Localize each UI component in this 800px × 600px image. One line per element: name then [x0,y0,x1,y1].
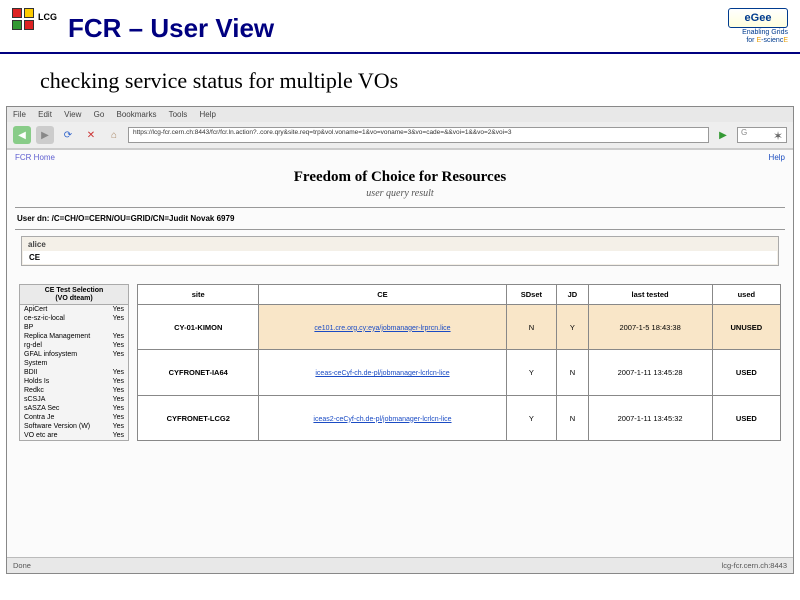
cell-ce: iceas2-ceCyf-ch.de-pl/jobmanager-lcrlcn-… [259,395,506,440]
vo-box: alice CE [21,236,779,266]
cell-sdset: N [506,305,557,350]
menu-edit[interactable]: Edit [38,110,52,119]
panel-row: ApiCertYes [20,305,128,314]
throbber-icon: ✶ [773,129,783,143]
home-button[interactable]: ⌂ [105,126,123,144]
menu-tools[interactable]: Tools [169,110,188,119]
go-button[interactable]: ▶ [714,126,732,144]
cell-used: UNUSED [712,305,780,350]
col-header: JD [557,285,588,305]
ce-link[interactable]: iceas-ceCyf-ch.de-pl/jobmanager-lcrlcn-l… [315,370,449,377]
menu-bookmarks[interactable]: Bookmarks [117,110,157,119]
cell-sdset: Y [506,350,557,395]
page-title: Freedom of Choice for Resources [7,169,793,186]
statusbar: Done lcg-fcr.cern.ch:8443 [7,557,793,573]
reload-button[interactable]: ⟳ [59,126,77,144]
panel-row: Replica ManagementYes [20,332,128,341]
table-row: CYFRONET-IA64 iceas-ceCyf-ch.de-pl/jobman… [138,350,781,395]
panel-row: BDIIYes [20,368,128,377]
egee-mark: eGee [728,8,788,28]
vo-box-header: alice [22,237,778,250]
panel-row: VO etc areYes [20,431,128,440]
menu-help[interactable]: Help [200,110,216,119]
back-button[interactable]: ◀ [13,126,31,144]
ce-link[interactable]: ce101.cre.org.cy:eya/jobmanager-lrprcn.l… [314,325,450,332]
user-dn: User dn: /C=CH/O=CERN/OU=GRID/CN=Judit N… [7,208,793,229]
panel-row: Holds IsYes [20,377,128,386]
toolbar: ◀ ▶ ⟳ ✕ ⌂ https://lcg-fcr.cern.ch:8443/f… [7,122,793,149]
col-header: site [138,285,259,305]
panel-row: GFAL infosystemYes [20,350,128,359]
menu-file[interactable]: File [13,110,26,119]
vo-box-item: CE [23,251,777,264]
page-content: FCR Home Help Freedom of Choice for Reso… [7,149,793,559]
subheading: checking service status for multiple VOs [0,54,800,106]
col-header: SDset [506,285,557,305]
cell-used: USED [712,350,780,395]
cell-site: CY-01-KIMON [138,305,259,350]
cell-last: 2007-1-5 18:43:38 [588,305,712,350]
table-row: CY-01-KIMON ce101.cre.org.cy:eya/jobmanag… [138,305,781,350]
menu-view[interactable]: View [64,110,81,119]
page-subtitle: user query result [7,188,793,199]
browser-window: File Edit View Go Bookmarks Tools Help ✶… [6,106,794,574]
status-right: lcg-fcr.cern.ch:8443 [722,561,787,570]
address-bar[interactable]: https://lcg-fcr.cern.ch:8443/fcr/fcr.ln.… [128,127,709,143]
ce-link[interactable]: iceas2-ceCyf-ch.de-pl/jobmanager-lcrlcn-… [313,416,451,423]
egee-tag1: Enabling Grids [742,29,788,36]
panel-row: System [20,359,128,368]
link-help[interactable]: Help [769,153,785,162]
test-selection-panel: CE Test Selection (VO dteam) ApiCertYesc… [19,284,129,441]
menubar[interactable]: File Edit View Go Bookmarks Tools Help [7,107,793,122]
cell-site: CYFRONET-IA64 [138,350,259,395]
link-fcr-home[interactable]: FCR Home [15,153,55,162]
cell-site: CYFRONET-LCG2 [138,395,259,440]
panel-row: RedkcYes [20,386,128,395]
cell-ce: iceas-ceCyf-ch.de-pl/jobmanager-lcrlcn-l… [259,350,506,395]
panel-row: sCSJAYes [20,395,128,404]
egee-logo: eGee Enabling Grids for E-sciencE [700,8,788,48]
col-header: CE [259,285,506,305]
cell-jd: N [557,395,588,440]
cell-sdset: Y [506,395,557,440]
panel-row: Software Version (W)Yes [20,422,128,431]
results-table: siteCESDsetJDlast testedused CY-01-KIMON… [137,284,781,441]
col-header: last tested [588,285,712,305]
stop-button[interactable]: ✕ [82,126,100,144]
slide-title: FCR – User View [68,13,700,44]
status-left: Done [13,561,31,570]
cell-jd: N [557,350,588,395]
cell-ce: ce101.cre.org.cy:eya/jobmanager-lrprcn.l… [259,305,506,350]
panel-row: sASZA SecYes [20,404,128,413]
panel-row: ce-sz-ic-localYes [20,314,128,323]
panel-row: rg-delYes [20,341,128,350]
panel-title: CE Test Selection (VO dteam) [20,285,128,305]
cell-jd: Y [557,305,588,350]
panel-row: Contra JeYes [20,413,128,422]
lcg-label: LCG [38,12,57,22]
lcg-logo: LCG [12,8,58,48]
cell-last: 2007-1-11 13:45:32 [588,395,712,440]
cell-used: USED [712,395,780,440]
menu-go[interactable]: Go [94,110,105,119]
slide-header: LCG FCR – User View eGee Enabling Grids … [0,0,800,54]
col-header: used [712,285,780,305]
table-row: CYFRONET-LCG2 iceas2-ceCyf-ch.de-pl/jobma… [138,395,781,440]
forward-button[interactable]: ▶ [36,126,54,144]
panel-row: BP [20,323,128,332]
cell-last: 2007-1-11 13:45:28 [588,350,712,395]
